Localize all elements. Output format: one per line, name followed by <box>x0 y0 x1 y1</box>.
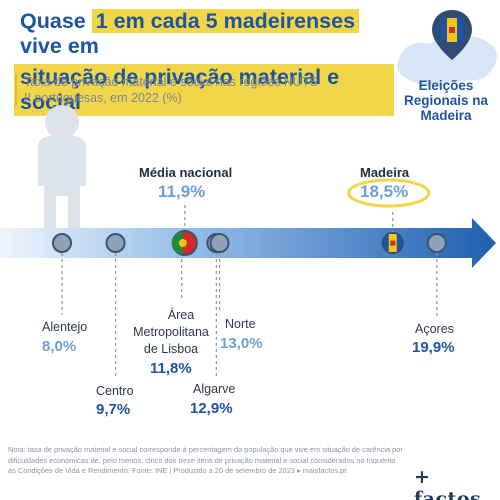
region-label-lisboa-1: Área <box>167 308 195 322</box>
madeira-value: 18,5% <box>360 182 409 201</box>
national-average-value: 11,9% <box>158 182 206 201</box>
headline-post: vive em <box>20 34 99 58</box>
headline-pre: Quase <box>20 9 92 33</box>
scale-arrow <box>0 218 496 268</box>
headline-line-2: situação de privação material e social <box>14 64 394 116</box>
footnote: Nota: taxa de privação material e social… <box>8 445 403 475</box>
person-figure-icon <box>38 105 86 232</box>
region-value-acores: 19,9% <box>412 339 455 356</box>
madeira-title: Madeira <box>360 165 410 180</box>
madeira-map-badge <box>397 10 497 87</box>
region-value-alentejo: 8,0% <box>42 338 77 355</box>
portugal-flag-green <box>171 232 183 254</box>
headline-highlight: 1 em cada 5 madeirenses <box>91 9 360 33</box>
badge-label: Eleições Regionais na Madeira <box>403 78 489 123</box>
region-label-alentejo: Alentejo <box>42 320 88 334</box>
madeira-flag-cross <box>390 240 396 246</box>
chart-subtitle: Taxa de privação material e social nas r… <box>15 74 324 106</box>
region-label-lisboa-3: de Lisboa <box>143 342 199 356</box>
portugal-flag-sphere <box>178 239 187 247</box>
region-value-algarve: 12,9% <box>190 400 233 417</box>
region-label-norte: Norte <box>225 317 256 331</box>
highlight-ellipse <box>347 178 431 208</box>
data-point-acores <box>426 233 447 253</box>
brand-logo: + factos <box>414 466 482 500</box>
headline: Quase 1 em cada 5 madeirenses vive em si… <box>14 8 394 120</box>
region-label-centro: Centro <box>96 384 134 398</box>
region-value-norte: 13,0% <box>220 335 263 352</box>
region-label-algarve: Algarve <box>193 382 236 396</box>
region-label-lisboa-2: Metropolitana <box>133 325 209 339</box>
headline-line-1: Quase 1 em cada 5 madeirenses vive em <box>14 8 394 60</box>
national-average-title: Média nacional <box>139 165 233 180</box>
region-label-acores: Açores <box>415 322 454 336</box>
region-value-centro: 9,7% <box>96 401 131 418</box>
madeira-island-shape <box>397 36 497 87</box>
data-point-centro <box>105 233 126 253</box>
data-point-alentejo <box>52 233 72 253</box>
region-value-lisboa: 11,8% <box>150 360 192 377</box>
data-point-norte <box>209 233 230 253</box>
